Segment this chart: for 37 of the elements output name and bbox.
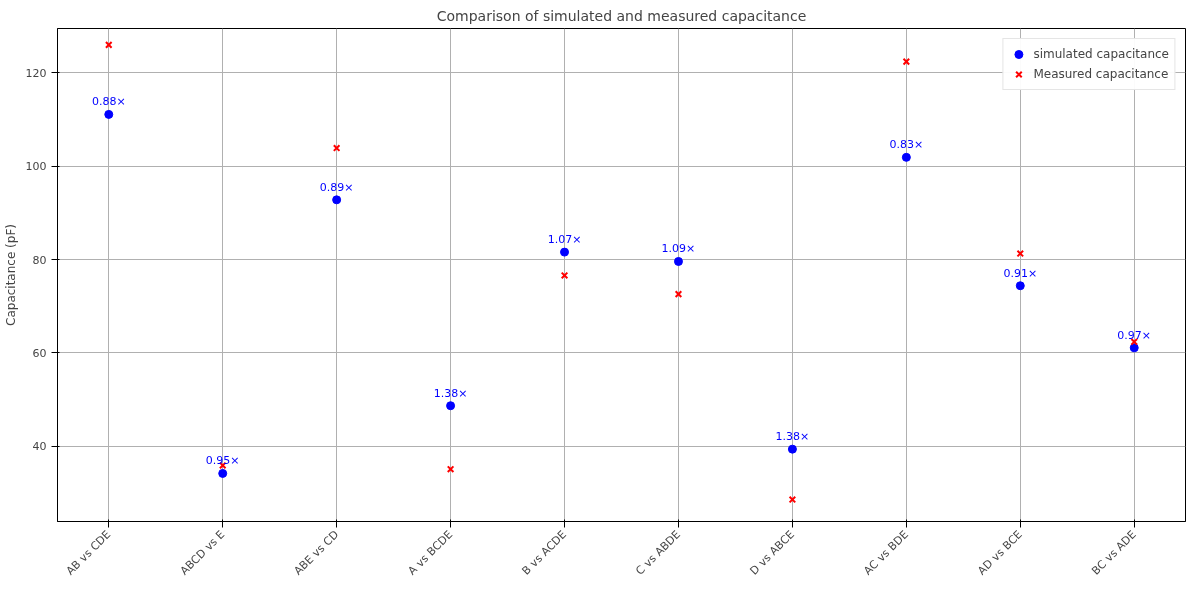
- point: [902, 57, 911, 66]
- point: [1016, 249, 1025, 258]
- point: [901, 152, 911, 162]
- point: [787, 444, 797, 454]
- annotation: 1.07×: [547, 233, 582, 247]
- annotation: 0.95×: [205, 454, 240, 468]
- point: [1129, 343, 1139, 353]
- annotation: 0.91×: [1003, 266, 1038, 280]
- y-tick-label: 80: [32, 253, 47, 267]
- point: [560, 247, 570, 257]
- y-tick-label: 40: [32, 440, 47, 454]
- annotation: 0.97×: [1117, 328, 1152, 342]
- chart-title: Comparison of simulated and measured capacitance: [436, 7, 807, 24]
- point: [788, 495, 797, 504]
- legend-label: Measured capacitance: [1033, 67, 1169, 81]
- point: [674, 290, 683, 298]
- y-axis-title: Capacitance (pF): [3, 224, 18, 326]
- point: [1015, 281, 1025, 291]
- annotation: 0.88×: [91, 95, 126, 109]
- point: [446, 465, 455, 474]
- annotation: 1.09×: [661, 242, 696, 256]
- point: [446, 401, 456, 411]
- annotation: 1.38×: [775, 430, 810, 444]
- annotation: 0.89×: [319, 180, 354, 194]
- point: [560, 271, 569, 280]
- point: [104, 109, 114, 119]
- point: [104, 41, 113, 49]
- point: [218, 468, 228, 478]
- point: [332, 144, 341, 152]
- legend-label: simulated capacitance: [1033, 47, 1169, 61]
- annotation: 0.83×: [889, 138, 924, 152]
- annotation: 1.38×: [433, 386, 468, 400]
- y-tick-label: 60: [32, 346, 47, 360]
- y-tick-label: 100: [25, 160, 47, 174]
- y-tick-label: 120: [25, 66, 47, 80]
- point: [673, 256, 683, 266]
- point: [332, 195, 342, 205]
